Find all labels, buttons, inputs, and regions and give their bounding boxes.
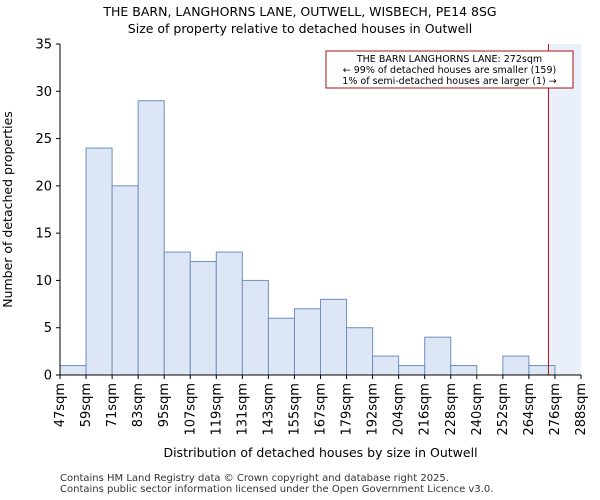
x-tick-label: 107sqm [183, 383, 198, 436]
y-tick-label: 5 [44, 321, 52, 336]
x-tick-label: 167sqm [314, 383, 329, 436]
x-tick-label: 228sqm [444, 383, 459, 436]
y-axis-title: Number of detached properties [0, 111, 15, 308]
annotation-line3: 1% of semi-detached houses are larger (1… [342, 76, 556, 87]
x-axis-title: Distribution of detached houses by size … [163, 445, 477, 460]
bar [189, 261, 217, 376]
y-tick-label: 0 [44, 369, 52, 384]
x-tick-label: 192sqm [366, 383, 381, 436]
bar [163, 251, 191, 376]
chart-title-line1: THE BARN, LANGHORNS LANE, OUTWELL, WISBE… [103, 4, 497, 19]
x-tick-label: 252sqm [496, 383, 511, 436]
annotation-frame [325, 50, 574, 89]
x-tick-label: 143sqm [261, 383, 276, 436]
bar [241, 279, 269, 376]
bar [85, 147, 113, 376]
annotation-line1: THE BARN LANGHORNS LANE: 272sqm [356, 54, 542, 65]
bar [398, 365, 426, 376]
bar [502, 355, 530, 376]
x-tick-label: 264sqm [522, 383, 537, 436]
footer-licence: Contains public sector information licen… [60, 484, 494, 495]
x-tick-label: 59sqm [79, 383, 94, 427]
x-tick-label: 119sqm [209, 383, 224, 436]
bar [215, 251, 243, 376]
x-tick-label: 288sqm [574, 383, 589, 436]
y-tick-label: 15 [35, 227, 52, 242]
chart-title-line2: Size of property relative to detached ho… [127, 21, 473, 36]
bar [137, 100, 165, 376]
x-tick-label: 240sqm [470, 383, 485, 436]
y-tick-label: 20 [35, 179, 52, 194]
y-tick-label: 10 [35, 274, 52, 289]
x-tick-label: 71sqm [105, 383, 120, 427]
x-tick-label: 216sqm [418, 383, 433, 436]
bar [528, 365, 556, 376]
y-tick-label: 25 [35, 132, 52, 147]
annotation-line2: ← 99% of detached houses are smaller (15… [343, 65, 556, 76]
x-tick-label: 47sqm [53, 383, 68, 427]
bar [320, 298, 348, 376]
footer-copyright: Contains HM Land Registry data © Crown c… [60, 473, 449, 484]
bar [450, 365, 478, 376]
highlight-region [548, 44, 581, 375]
annotation-box: THE BARN LANGHORNS LANE: 272sqm← 99% of … [325, 50, 574, 89]
x-tick-label: 95sqm [157, 383, 172, 427]
y-tick-label: 35 [35, 38, 52, 53]
bar [267, 317, 295, 376]
bar [293, 308, 322, 376]
bar [424, 336, 452, 376]
bar [111, 185, 139, 376]
x-tick-label: 204sqm [392, 383, 407, 436]
x-tick-label: 179sqm [340, 383, 355, 436]
bar [346, 327, 374, 376]
bar [372, 355, 400, 376]
x-tick-label: 131sqm [235, 383, 250, 436]
x-tick-label: 155sqm [287, 383, 302, 436]
x-tick-label: 83sqm [131, 383, 146, 427]
y-tick-label: 30 [35, 85, 52, 100]
bar [59, 365, 87, 376]
x-tick-label: 276sqm [548, 383, 563, 436]
